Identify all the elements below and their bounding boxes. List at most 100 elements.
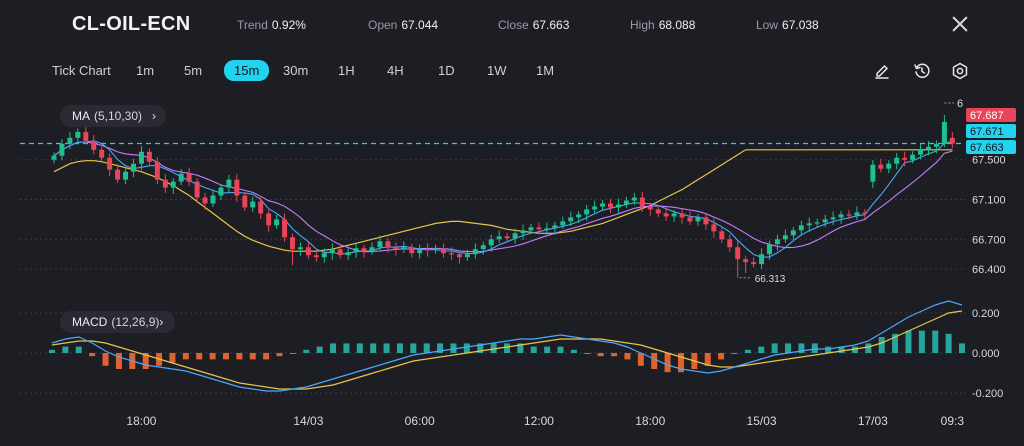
macd-tick-label: 0.200 xyxy=(972,308,1000,320)
time-tick-label: 18:00 xyxy=(635,414,665,428)
tab-15m[interactable]: 15m xyxy=(224,60,270,81)
tab-30m[interactable]: 30m xyxy=(283,63,309,78)
pencil-icon[interactable] xyxy=(872,61,892,81)
price-tick-label: 67.100 xyxy=(972,195,1006,207)
candle-down xyxy=(385,241,391,248)
histogram-bar-positive xyxy=(731,353,738,354)
candle-down xyxy=(305,247,311,256)
settings-gear-icon[interactable] xyxy=(950,61,970,81)
histogram-bar-negative xyxy=(115,353,122,369)
histogram-bar-positive xyxy=(865,343,872,353)
reset-timer-icon[interactable] xyxy=(912,61,932,81)
candle-down xyxy=(949,137,955,144)
candle-up xyxy=(433,248,439,251)
price-chart[interactable]: 67.500 67.100 66.700 66.400 0.200 0.000 -0.200… xyxy=(0,95,1024,446)
candle-up xyxy=(297,247,303,250)
tab-4h[interactable]: 4H xyxy=(387,63,404,78)
histogram-bar-negative xyxy=(236,353,243,360)
candle-down xyxy=(290,237,295,250)
time-tick-label: 06:00 xyxy=(405,414,435,428)
candle-down xyxy=(735,247,741,260)
candle-up xyxy=(520,230,526,234)
histogram-bar-positive xyxy=(423,343,430,353)
trend-value: 0.92% xyxy=(271,18,306,32)
candle-down xyxy=(719,231,725,240)
candle-up xyxy=(321,253,327,258)
candle-up xyxy=(210,195,216,204)
candle-down xyxy=(679,213,685,218)
close-icon[interactable] xyxy=(950,14,970,34)
price-label-text: 67.663 xyxy=(970,142,1004,154)
signal-line xyxy=(51,310,963,390)
candlesticks xyxy=(51,115,955,278)
price-label-box xyxy=(966,140,1016,154)
histogram-bar-positive xyxy=(557,346,564,353)
macd-label: MACD xyxy=(72,315,108,329)
candle-up xyxy=(75,131,81,138)
candle-up xyxy=(329,249,335,254)
histogram-bar-negative xyxy=(222,353,229,360)
candle-up xyxy=(138,151,144,164)
ma-indicator-pill[interactable]: MA (5,10,30) › xyxy=(60,105,167,127)
candle-up xyxy=(886,163,892,169)
histogram-bar-positive xyxy=(396,343,403,353)
candle-up xyxy=(544,228,550,230)
histogram-bar-positive xyxy=(744,349,751,353)
candle-down xyxy=(337,249,343,256)
candle-up xyxy=(918,149,924,155)
histogram-bar-positive xyxy=(370,343,377,353)
tab-1d[interactable]: 1D xyxy=(438,63,455,78)
candle-up xyxy=(353,248,359,253)
histogram-bar-negative xyxy=(182,353,189,360)
candle-up xyxy=(631,197,637,201)
histogram-bar-negative xyxy=(209,353,216,360)
candle-up xyxy=(592,206,598,210)
candle-down xyxy=(504,236,510,239)
price-label-text: 67.671 xyxy=(970,126,1004,138)
candle-up xyxy=(798,225,804,231)
tab-1m-month[interactable]: 1M xyxy=(536,63,555,78)
candle-up xyxy=(369,247,375,252)
histogram-bar-negative xyxy=(102,353,109,366)
candle-up xyxy=(345,252,351,256)
histogram-bar-positive xyxy=(825,346,832,353)
candle-up xyxy=(528,227,534,231)
tab-1w[interactable]: 1W xyxy=(487,63,507,78)
candle-down xyxy=(878,164,884,169)
chevron-right-icon: › xyxy=(159,315,164,329)
candle-up xyxy=(774,239,780,245)
candle-down xyxy=(242,195,248,208)
histogram-bar-positive xyxy=(570,349,577,353)
tab-1h[interactable]: 1H xyxy=(338,63,355,78)
histogram-bar-negative xyxy=(196,353,203,360)
candle-down xyxy=(282,219,288,238)
candle-up xyxy=(623,200,629,205)
histogram-bar-negative xyxy=(169,353,176,363)
tab-tick-chart[interactable]: Tick Chart xyxy=(52,63,111,78)
histogram-bar-positive xyxy=(758,346,765,353)
histogram-bar-positive xyxy=(437,343,444,353)
candle-up xyxy=(926,146,931,150)
ma30-line xyxy=(53,149,953,252)
histogram-bar-positive xyxy=(905,330,912,353)
close-value: 67.663 xyxy=(532,18,570,32)
candle-up xyxy=(560,221,566,226)
histogram-bar-positive xyxy=(490,343,497,353)
tab-5m[interactable]: 5m xyxy=(184,63,203,78)
candle-up xyxy=(941,121,947,144)
axis-labels: 67.500 67.100 66.700 66.400 0.200 0.000 -0.200… xyxy=(126,155,1005,428)
histogram-bar-positive xyxy=(303,349,310,353)
histogram-bar-positive xyxy=(477,343,484,353)
candle-down xyxy=(687,217,693,222)
time-tick-label: 14/03 xyxy=(293,414,323,428)
histogram-bar-positive xyxy=(330,343,337,353)
candle-down xyxy=(639,197,645,207)
candle-up xyxy=(695,217,701,222)
candle-down xyxy=(647,206,653,210)
open-value: 67.044 xyxy=(401,18,439,32)
tab-1m[interactable]: 1m xyxy=(136,63,155,78)
candle-up xyxy=(870,164,876,182)
macd-indicator-pill[interactable]: MACD (12,26,9)› xyxy=(60,311,176,333)
candle-up xyxy=(123,171,129,180)
candle-down xyxy=(91,140,97,150)
